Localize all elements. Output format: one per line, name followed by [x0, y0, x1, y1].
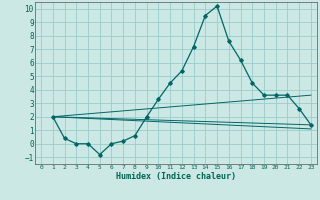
- X-axis label: Humidex (Indice chaleur): Humidex (Indice chaleur): [116, 172, 236, 181]
